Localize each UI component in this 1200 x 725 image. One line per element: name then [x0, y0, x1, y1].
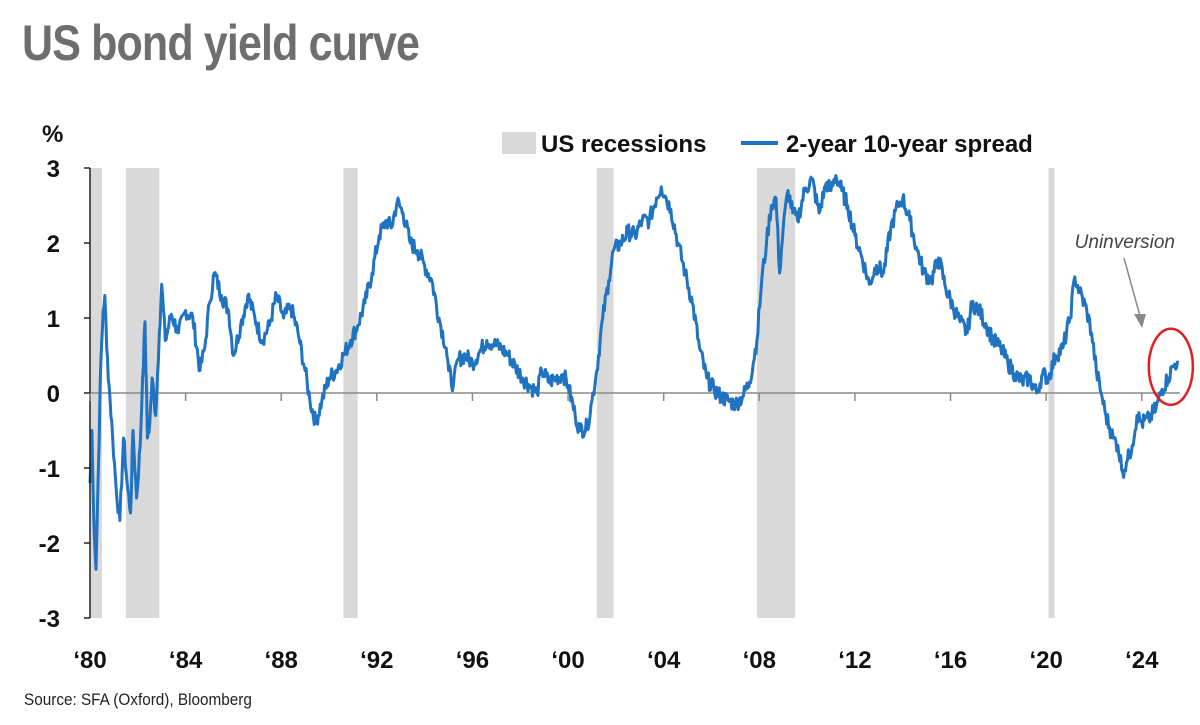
x-tick-label: ‘92 — [360, 647, 393, 674]
x-tick-label: ‘04 — [647, 647, 681, 674]
annotation-uninversion: Uninversion — [1075, 232, 1195, 406]
annotation-text: Uninversion — [1075, 232, 1175, 253]
annotation-arrow — [1123, 257, 1141, 317]
y-tick-label: -2 — [39, 531, 60, 558]
x-tick-label: ‘12 — [838, 647, 871, 674]
series-line-spread — [88, 174, 1180, 571]
annotation-arrowhead — [1134, 314, 1146, 328]
axes: % 3 2 1 0 -1 -2 -3 ‘80 ‘84 ‘88 ‘92 ‘96 ‘00 ‘04 ‘08 ‘12 ‘… — [39, 121, 1159, 674]
legend: US recessions 2-year 10-year spread — [502, 131, 1033, 158]
y-tick-label: -1 — [39, 456, 60, 483]
x-tick-label: ‘20 — [1029, 647, 1062, 674]
legend-label-spread: 2-year 10-year spread — [786, 131, 1033, 158]
y-axis-unit-label: % — [42, 121, 63, 148]
source-note: Source: SFA (Oxford), Bloomberg — [24, 690, 252, 709]
x-tick-label: ‘88 — [265, 647, 298, 674]
x-tick-label: ‘24 — [1125, 647, 1159, 674]
series-layer — [88, 174, 1180, 571]
x-tick-label: ‘84 — [169, 647, 203, 674]
y-tick-label: -3 — [39, 606, 60, 633]
chart-title: US bond yield curve — [22, 15, 420, 71]
y-tick-label: 3 — [47, 156, 60, 183]
x-tick-label: ‘08 — [743, 647, 776, 674]
legend-swatch-recessions — [502, 132, 536, 154]
y-tick-label: 0 — [47, 381, 60, 408]
y-tick-label: 2 — [47, 231, 60, 258]
x-tick-label: ‘16 — [934, 647, 967, 674]
x-tick-label: ‘96 — [456, 647, 489, 674]
highlight-circle — [1147, 327, 1195, 406]
legend-label-recessions: US recessions — [541, 131, 706, 158]
x-tick-label: ‘80 — [73, 647, 106, 674]
x-tick-label: ‘00 — [551, 647, 584, 674]
y-tick-label: 1 — [47, 306, 60, 333]
